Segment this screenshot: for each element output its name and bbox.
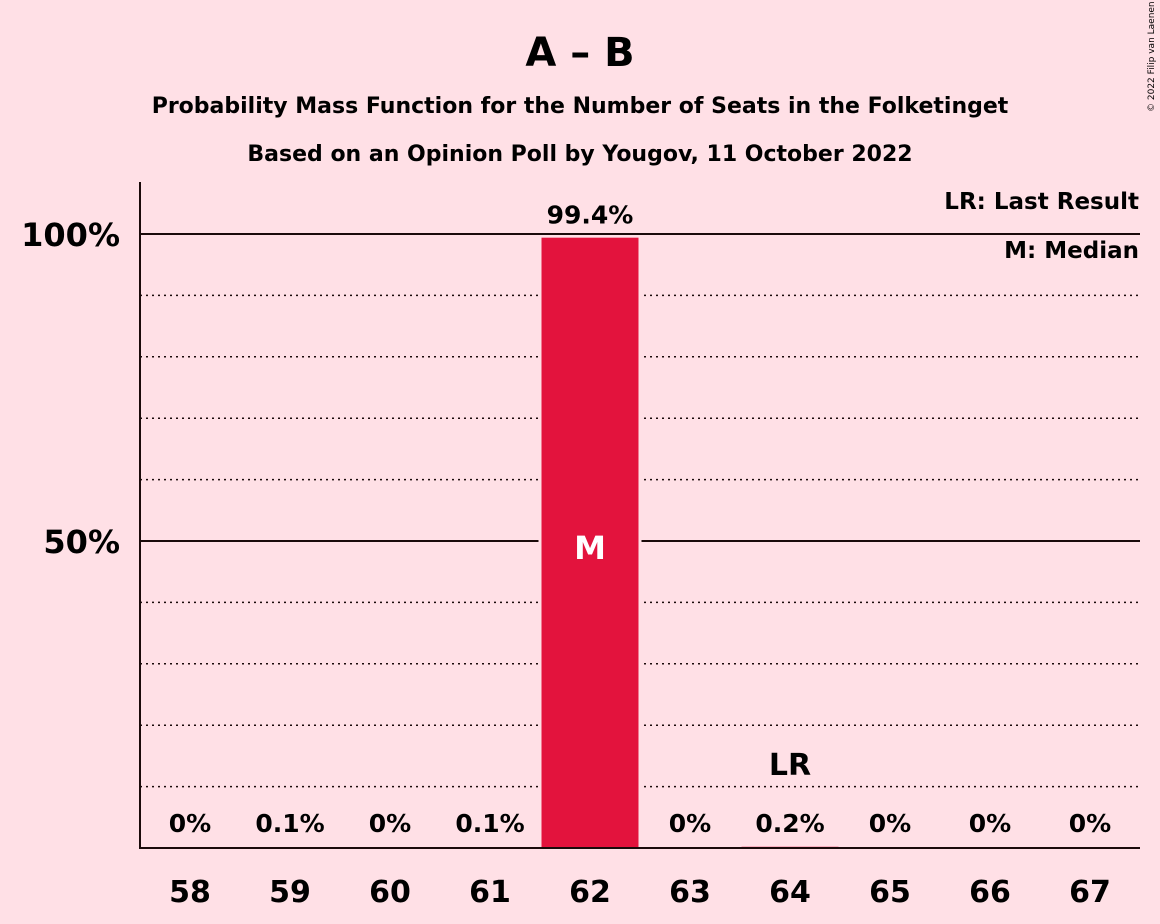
data-label-62: 99.4% <box>547 201 634 230</box>
x-tick-label: 61 <box>469 875 511 910</box>
chart-subtitle-1: Probability Mass Function for the Number… <box>152 94 1009 119</box>
data-label-58: 0% <box>169 809 211 838</box>
data-labels: 0% 0.1% 0% 0.1% 99.4% 0% 0.2% 0% 0% 0% M LR <box>169 201 1111 838</box>
tick-labels: 58 59 60 61 62 63 64 65 66 67 50% 100% <box>21 216 1111 910</box>
data-label-66: 0% <box>969 809 1011 838</box>
bars <box>241 237 839 848</box>
data-label-63: 0% <box>669 809 711 838</box>
axes <box>139 182 1140 849</box>
data-label-61: 0.1% <box>455 809 524 838</box>
x-tick-label: 64 <box>769 875 811 910</box>
x-tick-label: 58 <box>169 875 211 910</box>
x-tick-label: 62 <box>569 875 611 910</box>
data-label-59: 0.1% <box>255 809 324 838</box>
x-tick-label: 60 <box>369 875 411 910</box>
x-tick-label: 65 <box>869 875 911 910</box>
legend-last-result: LR: Last Result <box>944 189 1139 215</box>
chart-title: A – B <box>525 30 634 76</box>
last-result-marker: LR <box>769 748 811 783</box>
copyright-notice: © 2022 Filip van Laenen <box>1147 1 1157 112</box>
bar-62 <box>541 237 639 848</box>
x-tick-label: 59 <box>269 875 311 910</box>
x-tick-label: 67 <box>1069 875 1111 910</box>
y-tick-label: 100% <box>21 216 120 254</box>
data-label-64: 0.2% <box>755 809 824 838</box>
y-tick-label: 50% <box>43 523 120 561</box>
data-label-60: 0% <box>369 809 411 838</box>
data-label-67: 0% <box>1069 809 1111 838</box>
legend-median: M: Median <box>1004 238 1139 264</box>
data-label-65: 0% <box>869 809 911 838</box>
median-marker: M <box>574 529 606 567</box>
chart-subtitle-2: Based on an Opinion Poll by Yougov, 11 O… <box>247 142 912 167</box>
x-tick-label: 66 <box>969 875 1011 910</box>
x-tick-label: 63 <box>669 875 711 910</box>
